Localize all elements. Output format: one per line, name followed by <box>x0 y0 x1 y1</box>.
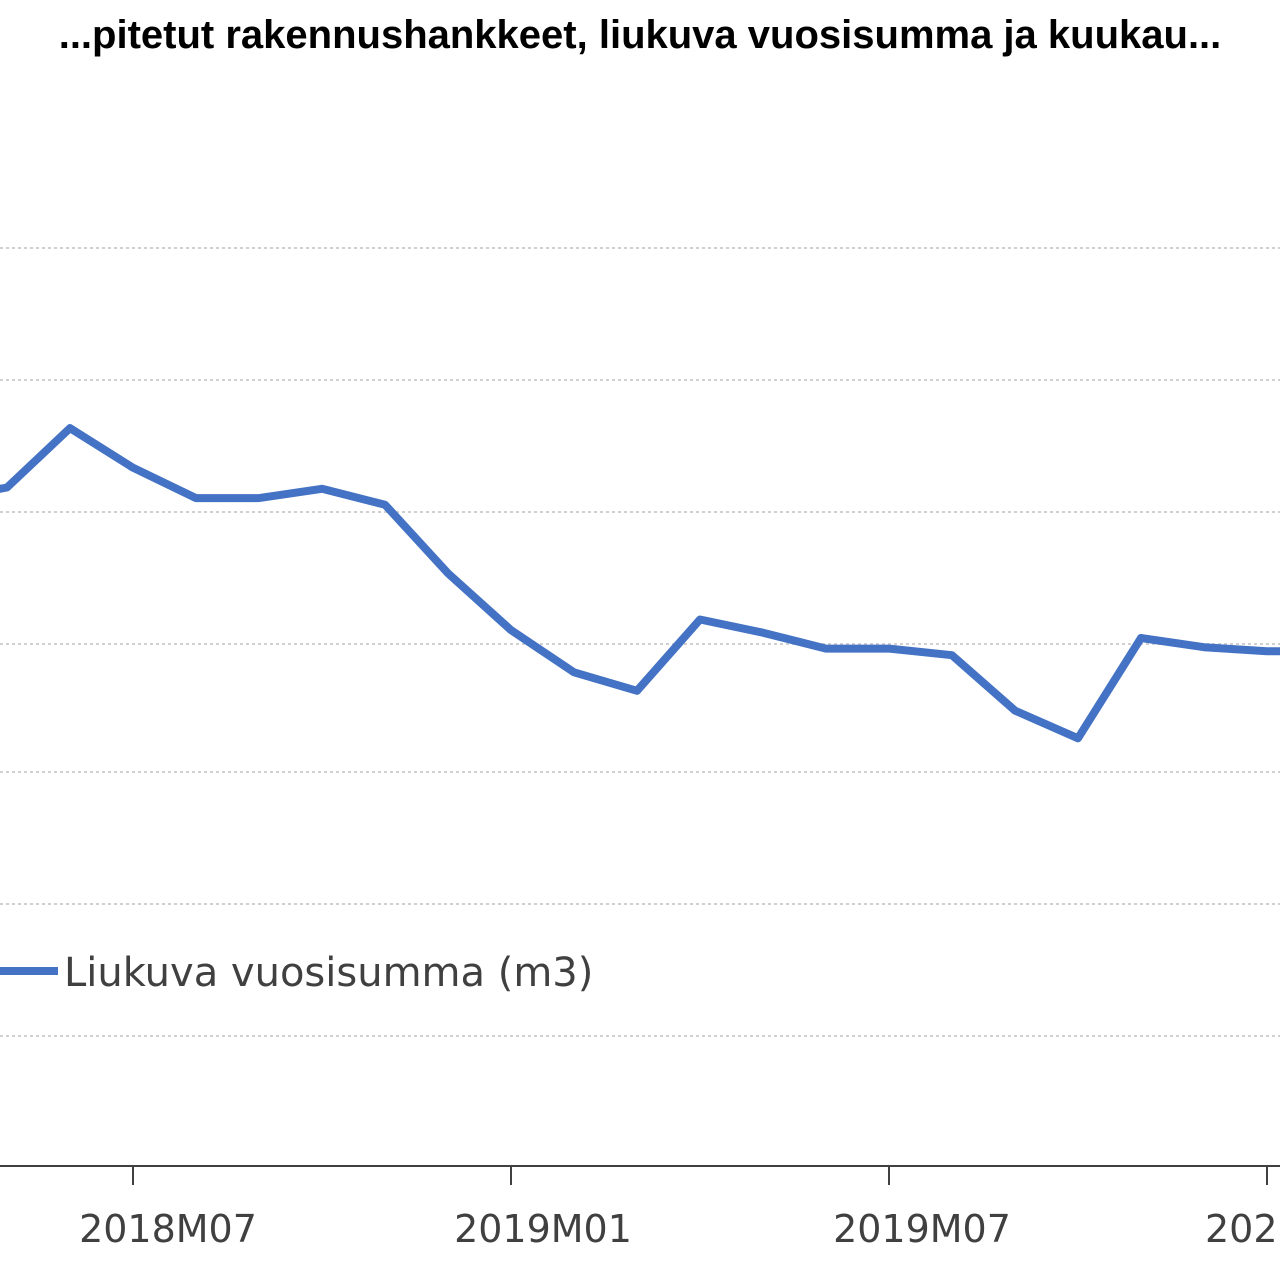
x-axis-ticks: 2018M07 2019M01 2019M07 2020... <box>79 1166 1280 1251</box>
chart-title: ...pitetut rakennushankkeet, liukuva vuo… <box>59 13 1222 57</box>
x-tick-label: 2018M07 <box>79 1207 257 1251</box>
x-tick-label: 2019M07 <box>833 1207 1011 1251</box>
x-tick-label: 2019M01 <box>454 1207 632 1251</box>
legend-label: Liukuva vuosisumma (m3) <box>64 950 593 996</box>
legend: Liukuva vuosisumma (m3) <box>0 950 593 996</box>
gridlines <box>0 247 1280 1037</box>
series-line <box>0 424 1280 743</box>
x-tick-label: 2020... <box>1205 1207 1280 1251</box>
